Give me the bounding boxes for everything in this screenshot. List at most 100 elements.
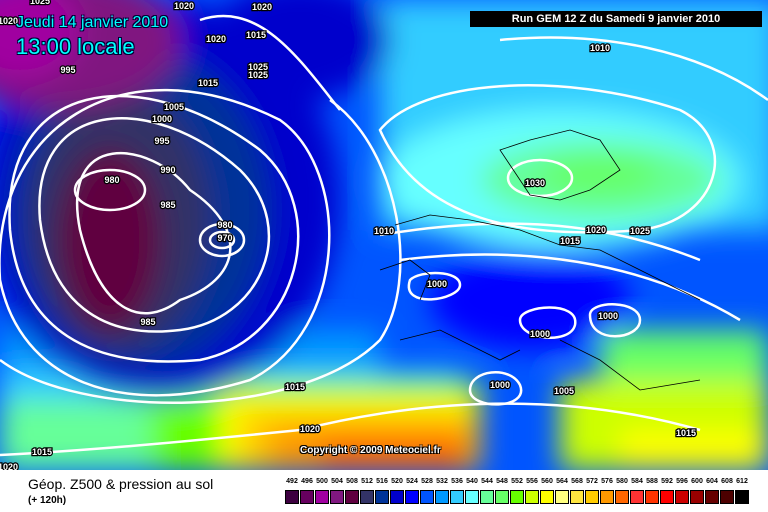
isobar-label: 1030 xyxy=(525,178,545,188)
isobar-label: 970 xyxy=(217,233,232,243)
isobar-label: 1015 xyxy=(560,236,580,246)
legend-swatch xyxy=(525,490,539,504)
isobar-label: 1000 xyxy=(427,279,447,289)
legend-swatch xyxy=(345,490,359,504)
legend-swatch xyxy=(285,490,299,504)
legend-swatch xyxy=(555,490,569,504)
forecast-date: Jeudi 14 janvier 2010 xyxy=(16,14,169,31)
isobar-label: 1000 xyxy=(152,114,172,124)
isobar-label: 1025 xyxy=(630,226,650,236)
legend-swatch xyxy=(645,490,659,504)
legend-swatch xyxy=(495,490,509,504)
copyright: Copyright © 2009 Meteociel.fr xyxy=(300,445,441,456)
legend-label: 536 xyxy=(451,478,463,485)
legend-swatch xyxy=(390,490,404,504)
legend-swatch xyxy=(540,490,554,504)
legend-label: 508 xyxy=(346,478,358,485)
isobar-label: 980 xyxy=(104,175,119,185)
isobar-label: 1020 xyxy=(206,34,226,44)
legend-swatch xyxy=(480,490,494,504)
isobar-label: 985 xyxy=(140,317,155,327)
isobar-label: 980 xyxy=(217,220,232,230)
isobar-label: 1010 xyxy=(590,43,610,53)
legend-label: 520 xyxy=(391,478,403,485)
model-run-label: Run GEM 12 Z du Samedi 9 janvier 2010 xyxy=(470,11,762,27)
legend-label: 512 xyxy=(361,478,373,485)
legend-swatch xyxy=(675,490,689,504)
legend-swatch xyxy=(315,490,329,504)
legend-label: 528 xyxy=(421,478,433,485)
legend-label: 576 xyxy=(601,478,613,485)
isobar-label: 1000 xyxy=(490,380,510,390)
legend-label: 592 xyxy=(661,478,673,485)
isobar-label: 1005 xyxy=(554,386,574,396)
legend-label: 612 xyxy=(736,478,748,485)
isobar-label: 1015 xyxy=(246,30,266,40)
legend-swatch xyxy=(690,490,704,504)
legend-label: 532 xyxy=(436,478,448,485)
isobar-label: 1025 xyxy=(248,62,268,72)
map-title: Géop. Z500 & pression au sol xyxy=(28,476,214,492)
legend-label: 540 xyxy=(466,478,478,485)
isobar-label: 1015 xyxy=(676,428,696,438)
isobar-label: 1015 xyxy=(198,78,218,88)
legend-swatch xyxy=(510,490,524,504)
legend-label: 544 xyxy=(481,478,493,485)
legend-swatch xyxy=(465,490,479,504)
footer: Géop. Z500 & pression au sol (+ 120h) 49… xyxy=(0,470,768,512)
legend-swatch xyxy=(375,490,389,504)
legend-label: 580 xyxy=(616,478,628,485)
forecast-time: 13:00 locale xyxy=(16,34,135,59)
legend-label: 504 xyxy=(331,478,343,485)
legend-swatch xyxy=(660,490,674,504)
legend-swatch xyxy=(420,490,434,504)
legend-label: 556 xyxy=(526,478,538,485)
legend-swatch xyxy=(300,490,314,504)
legend-label: 552 xyxy=(511,478,523,485)
legend-swatch xyxy=(360,490,374,504)
legend-label: 568 xyxy=(571,478,583,485)
legend-label: 496 xyxy=(301,478,313,485)
legend-swatch xyxy=(630,490,644,504)
isobar-label: 1020 xyxy=(0,16,18,26)
legend-label: 524 xyxy=(406,478,418,485)
isobar-label: 995 xyxy=(154,136,169,146)
legend-swatch xyxy=(585,490,599,504)
isobar-label: 1000 xyxy=(530,329,550,339)
legend-label: 588 xyxy=(646,478,658,485)
isobar-label: 1020 xyxy=(586,225,606,235)
legend-swatch xyxy=(735,490,749,504)
legend-label: 500 xyxy=(316,478,328,485)
legend-label: 604 xyxy=(706,478,718,485)
isobar-label: 990 xyxy=(160,165,175,175)
legend-swatch xyxy=(435,490,449,504)
legend-label: 600 xyxy=(691,478,703,485)
legend-label: 608 xyxy=(721,478,733,485)
legend-label: 516 xyxy=(376,478,388,485)
legend-swatch xyxy=(405,490,419,504)
isobar-label: 1020 xyxy=(0,462,18,470)
legend-swatch xyxy=(615,490,629,504)
isobar-label: 1020 xyxy=(174,1,194,11)
legend-swatch xyxy=(720,490,734,504)
legend-label: 548 xyxy=(496,478,508,485)
isobar-label: 1015 xyxy=(32,447,52,457)
isobar-label: 1020 xyxy=(300,424,320,434)
isobar-label: 1025 xyxy=(248,70,268,80)
forecast-lead: (+ 120h) xyxy=(28,495,67,506)
legend-label: 596 xyxy=(676,478,688,485)
isobar-label: 985 xyxy=(160,200,175,210)
isobar-label: 1025 xyxy=(30,0,50,6)
legend-label: 492 xyxy=(286,478,298,485)
legend-label: 564 xyxy=(556,478,568,485)
isobar-label: 1015 xyxy=(285,382,305,392)
isobar-label: 1000 xyxy=(598,311,618,321)
isobar-label: 1020 xyxy=(252,2,272,12)
legend-swatch xyxy=(330,490,344,504)
isobar-label: 1005 xyxy=(164,102,184,112)
legend-label: 560 xyxy=(541,478,553,485)
legend-label: 572 xyxy=(586,478,598,485)
legend-swatch xyxy=(450,490,464,504)
legend-label: 584 xyxy=(631,478,643,485)
isobar-label: 1010 xyxy=(374,226,394,236)
